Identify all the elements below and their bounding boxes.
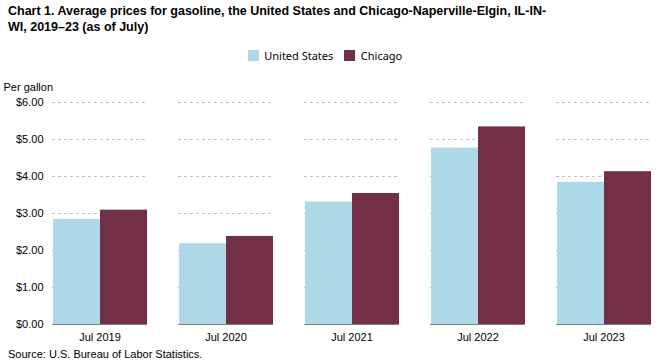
svg-text:Per gallon: Per gallon xyxy=(4,81,54,93)
svg-text:$2.00: $2.00 xyxy=(16,244,44,256)
html-text:Source: U.S. Bureau of Labor S: Source: U.S. Bureau of Labor Statistics. xyxy=(8,347,203,360)
html-text:Chicago: Chicago xyxy=(360,48,403,64)
svg-text:$4.00: $4.00 xyxy=(16,170,44,182)
svg-text:$1.00: $1.00 xyxy=(16,281,44,293)
html-text:United States: United States xyxy=(264,48,334,64)
svg-text:Jul 2021: Jul 2021 xyxy=(331,331,373,343)
svg-text:$3.00: $3.00 xyxy=(16,207,44,219)
svg-text:$5.00: $5.00 xyxy=(16,133,44,145)
html-text:Chart 1. Average prices for ga: Chart 1. Average prices for gasoline, th… xyxy=(8,4,547,34)
svg-text:Jul 2023: Jul 2023 xyxy=(583,331,625,343)
svg-text:Jul 2019: Jul 2019 xyxy=(79,331,121,343)
svg-text:$6.00: $6.00 xyxy=(16,96,44,108)
svg-text:Jul 2022: Jul 2022 xyxy=(457,331,499,343)
svg-text:Jul 2020: Jul 2020 xyxy=(205,331,247,343)
svg-text:$0.00: $0.00 xyxy=(16,318,44,330)
